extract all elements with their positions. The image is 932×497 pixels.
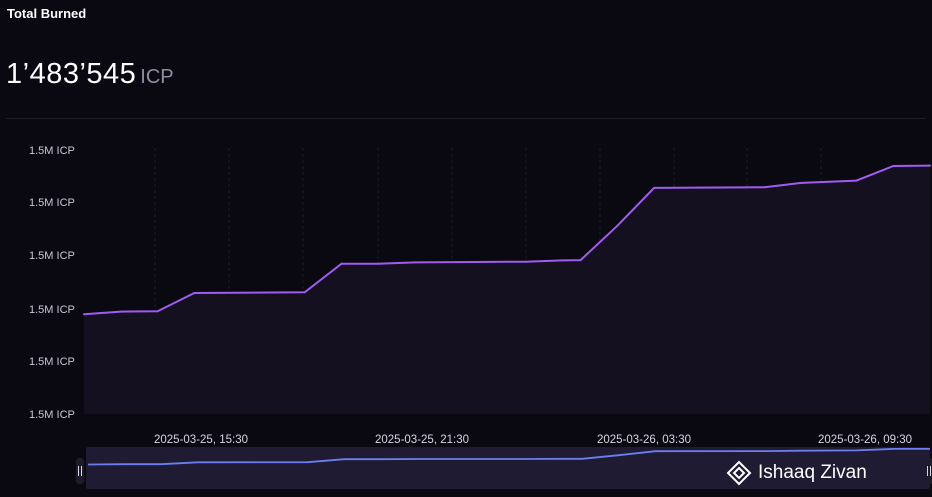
watermark-text: Ishaaq Zivan bbox=[758, 462, 867, 483]
y-axis: 1.5M ICP 1.5M ICP 1.5M ICP 1.5M ICP 1.5M ICP… bbox=[29, 145, 75, 421]
data-point bbox=[855, 179, 858, 182]
data-point bbox=[800, 181, 803, 184]
data-point bbox=[303, 291, 306, 294]
data-point bbox=[340, 262, 343, 265]
divider bbox=[6, 118, 926, 119]
navigator-background bbox=[86, 447, 930, 489]
y-tick-label: 1.5M ICP bbox=[29, 356, 75, 368]
total-value-unit: ICP bbox=[140, 66, 174, 88]
series-line bbox=[83, 164, 931, 316]
binance-icon bbox=[726, 460, 752, 486]
x-tick-label: 2025-03-26, 09:30 bbox=[818, 434, 912, 446]
data-point bbox=[193, 291, 196, 294]
total-value-number: 1’483’545 bbox=[6, 58, 137, 90]
data-point bbox=[763, 186, 766, 189]
y-tick-label: 1.5M ICP bbox=[29, 409, 75, 421]
data-point bbox=[929, 164, 931, 167]
data-point bbox=[561, 259, 564, 262]
data-point bbox=[653, 186, 656, 189]
x-tick-label: 2025-03-25, 15:30 bbox=[154, 434, 248, 446]
x-tick-label: 2025-03-26, 03:30 bbox=[597, 434, 691, 446]
navigator-right-handle[interactable] bbox=[925, 458, 932, 484]
data-point bbox=[156, 310, 159, 313]
data-point bbox=[892, 164, 895, 167]
data-point bbox=[579, 259, 582, 262]
y-tick-label: 1.5M ICP bbox=[29, 250, 75, 262]
total-value: 1’483’545 ICP bbox=[6, 58, 174, 91]
y-tick-label: 1.5M ICP bbox=[29, 145, 75, 157]
y-tick-label: 1.5M ICP bbox=[29, 304, 75, 316]
data-point bbox=[524, 260, 527, 263]
series-area bbox=[84, 165, 930, 414]
x-axis: 2025-03-25, 15:30 2025-03-25, 21:30 2025-0… bbox=[154, 434, 912, 446]
data-point bbox=[119, 310, 122, 313]
x-tick-label: 2025-03-25, 21:30 bbox=[375, 434, 469, 446]
data-point bbox=[616, 224, 619, 227]
navigator-line bbox=[87, 448, 930, 466]
y-tick-label: 1.5M ICP bbox=[29, 197, 75, 209]
navigator-left-handle[interactable] bbox=[76, 458, 84, 484]
chart-title: Total Burned bbox=[7, 6, 87, 21]
watermark: Ishaaq Zivan bbox=[726, 460, 867, 486]
data-point bbox=[83, 313, 85, 316]
data-point bbox=[377, 262, 380, 265]
data-point bbox=[414, 261, 417, 264]
